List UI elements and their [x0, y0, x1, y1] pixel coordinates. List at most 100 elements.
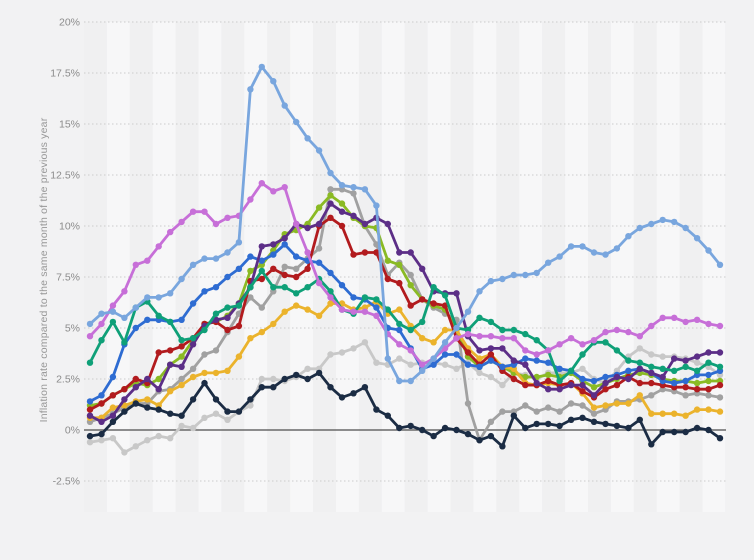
- data-point[interactable]: [361, 308, 369, 315]
- data-point[interactable]: [625, 367, 632, 374]
- data-point[interactable]: [327, 288, 334, 295]
- data-point[interactable]: [293, 371, 300, 379]
- data-point[interactable]: [533, 351, 540, 358]
- data-point[interactable]: [178, 412, 185, 419]
- data-point[interactable]: [350, 294, 357, 301]
- data-point[interactable]: [476, 288, 483, 295]
- data-point[interactable]: [189, 261, 197, 268]
- data-point[interactable]: [453, 426, 460, 434]
- data-point[interactable]: [705, 426, 712, 434]
- data-point[interactable]: [270, 265, 277, 272]
- data-point[interactable]: [579, 381, 586, 389]
- data-point[interactable]: [373, 304, 380, 311]
- data-point[interactable]: [487, 333, 495, 340]
- data-point[interactable]: [98, 320, 105, 328]
- data-point[interactable]: [327, 169, 334, 177]
- data-point[interactable]: [235, 302, 243, 309]
- data-point[interactable]: [86, 406, 94, 413]
- data-point[interactable]: [407, 302, 414, 309]
- data-point[interactable]: [361, 249, 369, 256]
- data-point[interactable]: [487, 357, 495, 364]
- data-point[interactable]: [476, 314, 483, 321]
- data-point[interactable]: [567, 416, 575, 423]
- data-point[interactable]: [396, 320, 403, 328]
- data-point[interactable]: [533, 420, 540, 428]
- data-point[interactable]: [671, 410, 678, 417]
- data-point[interactable]: [121, 396, 128, 403]
- data-point[interactable]: [567, 243, 575, 250]
- data-point[interactable]: [671, 379, 678, 387]
- data-point[interactable]: [178, 343, 185, 350]
- data-point[interactable]: [235, 265, 243, 272]
- data-point[interactable]: [98, 418, 105, 425]
- data-point[interactable]: [178, 363, 185, 370]
- data-point[interactable]: [109, 418, 117, 425]
- data-point[interactable]: [705, 406, 712, 413]
- data-point[interactable]: [407, 271, 414, 279]
- data-point[interactable]: [338, 208, 346, 215]
- data-point[interactable]: [212, 410, 220, 417]
- data-point[interactable]: [476, 347, 483, 354]
- data-point[interactable]: [682, 224, 689, 232]
- data-point[interactable]: [545, 404, 552, 411]
- data-point[interactable]: [304, 375, 311, 383]
- data-point[interactable]: [636, 416, 643, 423]
- data-point[interactable]: [613, 245, 621, 252]
- data-point[interactable]: [648, 322, 655, 330]
- data-point[interactable]: [86, 359, 94, 366]
- data-point[interactable]: [396, 261, 403, 268]
- data-point[interactable]: [350, 390, 357, 397]
- data-point[interactable]: [682, 377, 689, 385]
- data-point[interactable]: [224, 304, 231, 311]
- data-point[interactable]: [602, 328, 609, 336]
- data-point[interactable]: [155, 312, 162, 319]
- data-point[interactable]: [293, 220, 300, 228]
- data-point[interactable]: [235, 239, 243, 246]
- data-point[interactable]: [338, 182, 346, 189]
- data-point[interactable]: [499, 335, 506, 342]
- data-point[interactable]: [121, 386, 128, 393]
- data-point[interactable]: [178, 422, 185, 430]
- data-point[interactable]: [201, 255, 208, 262]
- data-point[interactable]: [659, 216, 666, 224]
- data-point[interactable]: [693, 235, 701, 242]
- data-point[interactable]: [224, 367, 231, 374]
- data-point[interactable]: [224, 326, 231, 334]
- data-point[interactable]: [659, 428, 666, 436]
- data-point[interactable]: [464, 330, 472, 338]
- data-point[interactable]: [384, 306, 391, 313]
- data-point[interactable]: [189, 300, 197, 307]
- data-point[interactable]: [522, 355, 529, 362]
- data-point[interactable]: [338, 306, 346, 313]
- data-point[interactable]: [155, 243, 162, 250]
- data-point[interactable]: [247, 267, 254, 275]
- data-point[interactable]: [499, 345, 506, 352]
- data-point[interactable]: [247, 253, 254, 260]
- data-point[interactable]: [419, 335, 426, 342]
- data-point[interactable]: [625, 375, 632, 383]
- data-point[interactable]: [545, 377, 552, 385]
- data-point[interactable]: [705, 320, 712, 328]
- data-point[interactable]: [315, 369, 323, 377]
- data-point[interactable]: [293, 253, 300, 260]
- data-point[interactable]: [487, 373, 495, 381]
- data-point[interactable]: [693, 379, 701, 387]
- data-point[interactable]: [121, 288, 128, 295]
- data-point[interactable]: [613, 373, 621, 381]
- data-point[interactable]: [396, 306, 403, 313]
- data-point[interactable]: [235, 408, 243, 415]
- data-point[interactable]: [258, 257, 265, 264]
- data-point[interactable]: [579, 402, 586, 409]
- data-point[interactable]: [579, 365, 586, 372]
- data-point[interactable]: [590, 249, 598, 256]
- data-point[interactable]: [224, 408, 231, 415]
- data-point[interactable]: [98, 392, 105, 399]
- data-point[interactable]: [671, 218, 678, 226]
- data-point[interactable]: [189, 373, 197, 381]
- data-point[interactable]: [132, 304, 139, 311]
- data-point[interactable]: [487, 432, 495, 440]
- data-point[interactable]: [510, 375, 517, 383]
- data-point[interactable]: [682, 392, 689, 399]
- data-point[interactable]: [86, 398, 94, 405]
- data-point[interactable]: [487, 345, 495, 352]
